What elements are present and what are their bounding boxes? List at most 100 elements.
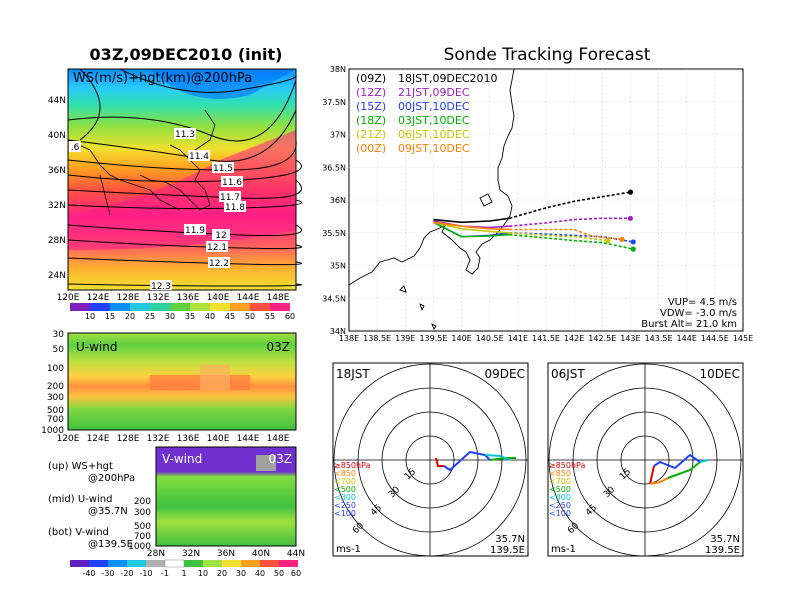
- lon-tick: 140E: [207, 293, 230, 303]
- x-tick: 124E: [87, 434, 110, 444]
- x-tick: 36N: [217, 549, 235, 559]
- polar-right-label: 09DEC: [485, 367, 525, 381]
- track-series: [433, 221, 611, 244]
- cb-tick: 50: [274, 569, 284, 578]
- lon-tick: 139E: [395, 334, 415, 343]
- contour-label: 11.6: [222, 178, 242, 188]
- level-item: <500: [549, 485, 571, 494]
- ws-map-label: WS(m/s)+hgt(km)@200hPa: [73, 71, 252, 86]
- v-wind-frame: [155, 446, 297, 547]
- track-series: [433, 189, 634, 224]
- contour-label: 11.5: [213, 164, 233, 174]
- contour-label: 11.7: [220, 193, 240, 203]
- x-tick: 44N: [287, 549, 305, 559]
- tracking-params: VUP= 4.5 m/s VDW= -3.0 m/s Burst Alt= 21…: [641, 297, 737, 330]
- x-tick: 140E: [207, 434, 230, 444]
- hodograph-cyan: [699, 459, 709, 463]
- lon-tick: 142.5E: [588, 334, 616, 343]
- cb-tick: 40: [255, 569, 265, 578]
- legend-zulu: (12Z): [356, 86, 386, 99]
- legend-zulu: (21Z): [356, 128, 386, 141]
- ws-colorbar-ticks: 10 15 20 25 30 35 40 45 50 55 60: [85, 312, 295, 321]
- lat-tick: 44N: [48, 96, 66, 106]
- contour-label: 12: [215, 231, 226, 241]
- lon-tick: 136E: [177, 293, 200, 303]
- track-series: [433, 221, 636, 252]
- cb-tick: 20: [125, 312, 135, 321]
- cb-tick: 60: [285, 312, 295, 321]
- contour-label: 11.3: [175, 130, 195, 140]
- y-tick: 200: [134, 497, 151, 507]
- x-tick: 136E: [177, 434, 200, 444]
- y-tick: 1000: [41, 426, 64, 436]
- note-bot-b: @139.5E: [88, 539, 133, 550]
- legend-time: 09JST,10DEC: [398, 142, 470, 155]
- legend-zulu: (00Z): [356, 142, 386, 155]
- lat-tick: 35N: [330, 262, 346, 271]
- u-wind-time: 03Z: [267, 340, 291, 354]
- track-line-solid: [433, 221, 510, 234]
- tracking-series: [433, 189, 636, 252]
- polar-loc-lon: 139.5E: [490, 545, 525, 556]
- polar-loc-lon: 139.5E: [705, 545, 740, 556]
- note-bot-a: (bot) V-wind: [48, 527, 109, 538]
- x-tick: 40N: [252, 549, 270, 559]
- polar-left-label: 18JST: [336, 367, 370, 381]
- x-tick: 120E: [57, 434, 80, 444]
- lon-tick: 132E: [147, 293, 170, 303]
- level-item: ≥850hPa: [334, 461, 371, 470]
- lat-tick: 37.5N: [322, 98, 346, 107]
- wind-colorbar-ticks: -40 -30 -20 -10 -1 1 10 20 30 40 50 60: [82, 569, 301, 578]
- cb-tick: -1: [161, 569, 169, 578]
- tracking-legend: (09Z) 18JST,09DEC2010 (12Z) 21JST,09DEC …: [356, 72, 498, 155]
- y-tick: 300: [134, 508, 151, 518]
- legend-time: 18JST,09DEC2010: [398, 72, 498, 85]
- x-tick: 32N: [182, 549, 200, 559]
- lat-tick: 32N: [48, 201, 66, 211]
- lon-tick: 145E: [733, 334, 753, 343]
- v-wind-label: V-wind: [162, 452, 202, 466]
- y-tick: 700: [47, 415, 64, 425]
- tracking-map-grid: [349, 69, 743, 331]
- lon-tick: 141.5E: [532, 334, 560, 343]
- level-item: <250: [334, 501, 356, 510]
- level-item: ≥850hPa: [549, 461, 586, 470]
- cb-tick: -20: [120, 569, 133, 578]
- legend-zulu: (15Z): [356, 100, 386, 113]
- y-tick: 300: [47, 393, 64, 403]
- lat-tick: 34.5N: [322, 294, 346, 303]
- cb-tick: 35: [185, 312, 195, 321]
- lat-tick: 35.5N: [322, 229, 346, 238]
- panel-notes: (up) WS+hgt @200hPa (mid) U-wind @35.7N …: [48, 461, 135, 550]
- lon-tick: 139.5E: [419, 334, 447, 343]
- legend-zulu: (09Z): [356, 72, 386, 85]
- lat-tick: 34N: [330, 327, 346, 336]
- y-tick: 500: [134, 522, 151, 532]
- level-item: <250: [549, 501, 571, 510]
- ws-map-panel: WS(m/s)+hgt(km)@200hPa 11.3 11.4 11.5 11…: [48, 68, 302, 321]
- polar-panel-1: 15 30 45 60 ≥850hPa <850 <700 <500 <300 …: [332, 362, 529, 557]
- param-burst: Burst Alt= 21.0 km: [641, 319, 737, 330]
- level-item: <300: [334, 493, 356, 502]
- track-end-point: [627, 189, 634, 195]
- hodograph-blue: [653, 453, 701, 470]
- cb-tick: 10: [85, 312, 95, 321]
- polar-frame: [547, 362, 744, 557]
- polar-left-label: 06JST: [551, 367, 585, 381]
- cb-tick: 10: [198, 569, 208, 578]
- cb-tick: 25: [145, 312, 155, 321]
- left-title: 03Z,09DEC2010 (init): [90, 45, 283, 64]
- u-wind-label: U-wind: [76, 340, 117, 354]
- level-legend: ≥850hPa <850 <700 <500 <300 <250 <100: [334, 461, 371, 518]
- cb-tick: 30: [165, 312, 175, 321]
- level-item: <700: [549, 477, 571, 486]
- contour-label: 11.8: [225, 203, 245, 213]
- lon-tick: 138E: [339, 334, 359, 343]
- hodograph-blue: [443, 450, 491, 472]
- v-wind-y-ticks: 200 300 500 700 1000: [128, 497, 151, 552]
- lat-tick: 38N: [330, 65, 346, 74]
- track-end-point: [627, 215, 634, 221]
- contour-label: 11.9: [185, 226, 205, 236]
- u-wind-panel: U-wind 03Z 30 50 100 200 300 500 700 100…: [41, 330, 297, 444]
